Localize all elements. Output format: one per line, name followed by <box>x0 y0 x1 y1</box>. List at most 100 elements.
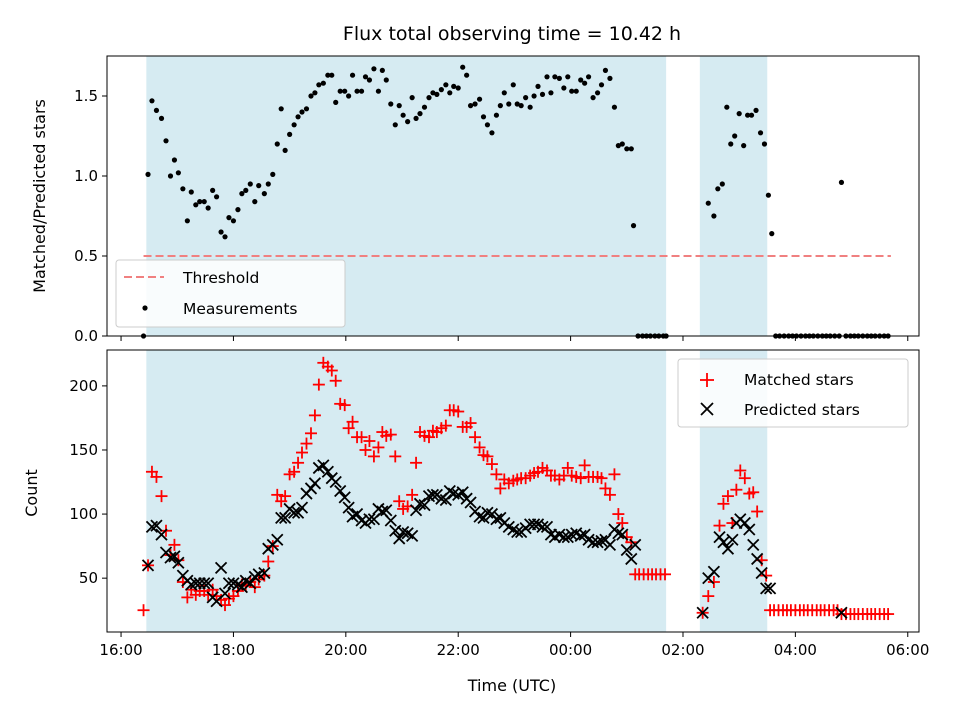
matched-star-point-125 <box>702 590 715 603</box>
legend-threshold-label: Threshold <box>182 269 259 287</box>
measurement-point-68 <box>430 90 436 96</box>
measurement-point-79 <box>476 96 483 102</box>
measurement-point-41 <box>316 82 322 88</box>
measurement-point-98 <box>556 75 562 81</box>
legend-predicted-swatch <box>700 402 714 416</box>
predicted-star-point-125 <box>738 516 751 530</box>
measurement-point-40 <box>312 90 318 96</box>
predicted-star-point-14 <box>202 577 215 590</box>
predicted-star-point-70 <box>439 493 452 507</box>
measurement-point-110 <box>607 75 613 81</box>
predicted-star-point-56 <box>380 504 393 517</box>
predicted-star-point-91 <box>527 518 541 531</box>
predicted-star-point-94 <box>540 520 554 534</box>
measurement-point-92 <box>531 93 537 99</box>
matched-star-point-167 <box>882 608 895 621</box>
measurement-point-84 <box>497 103 503 109</box>
matched-star-point-58 <box>384 428 397 441</box>
predicted-star-point-60 <box>397 525 410 539</box>
bottom-panel: 50 100 150 200 16:00 18:00 20:00 22:00 00:00 02:… <box>22 349 929 695</box>
predicted-star-point-45 <box>334 484 347 498</box>
chart-title: Flux total observing time = 10.42 h <box>343 23 681 45</box>
measurement-point-125 <box>705 200 711 206</box>
measurement-point-93 <box>535 83 541 89</box>
measurement-point-18 <box>218 229 224 235</box>
measurement-point-62 <box>405 119 411 125</box>
measurement-point-137 <box>757 130 764 136</box>
matched-star-point-135 <box>747 486 760 499</box>
predicted-star-point-102 <box>574 529 587 543</box>
measurement-point-91 <box>527 104 533 110</box>
measurement-point-34 <box>287 131 293 137</box>
predicted-star-point-128 <box>751 552 764 566</box>
measurement-point-49 <box>349 72 356 78</box>
bottom-x-tick-label-1: 18:00 <box>212 641 255 659</box>
measurement-point-26 <box>252 199 258 205</box>
bottom-series <box>137 356 895 621</box>
matched-star-point-53 <box>363 435 376 448</box>
bottom-plot-frame <box>106 349 920 633</box>
measurement-point-53 <box>366 77 373 83</box>
bottom-shaded-interval-0 <box>146 350 667 632</box>
measurement-point-134 <box>745 112 751 118</box>
measurement-point-104 <box>582 80 588 86</box>
measurement-point-38 <box>303 106 310 112</box>
matched-star-point-37 <box>295 446 308 459</box>
predicted-star-point-1 <box>145 520 159 534</box>
measurement-point-36 <box>295 114 301 120</box>
measurement-point-116 <box>630 223 637 229</box>
measurement-point-48 <box>346 93 352 99</box>
matched-star-point-63 <box>406 488 419 501</box>
measurement-point-87 <box>510 82 516 88</box>
measurement-point-96 <box>548 90 554 96</box>
matched-star-point-133 <box>738 472 751 485</box>
measurement-point-102 <box>573 88 579 94</box>
predicted-star-point-121 <box>721 542 735 555</box>
top-y-tick-label-2: 1.0 <box>74 167 98 185</box>
measurement-point-5 <box>163 138 169 144</box>
measurement-point-67 <box>426 95 432 101</box>
measurement-point-129 <box>724 104 730 110</box>
predicted-star-point-62 <box>405 529 419 543</box>
measurement-point-16 <box>210 187 216 193</box>
matched-star-point-44 <box>325 364 338 377</box>
matched-star-point-71 <box>439 419 452 432</box>
measurement-point-17 <box>213 194 220 200</box>
measurement-point-83 <box>493 112 500 118</box>
measurement-point-71 <box>443 82 449 88</box>
measurement-point-133 <box>741 143 747 149</box>
legend-matched-swatch <box>700 373 714 387</box>
measurement-point-46 <box>337 88 343 94</box>
predicted-star-point-113 <box>620 543 633 557</box>
measurement-point-136 <box>753 107 759 113</box>
matched-star-point-67 <box>422 431 435 444</box>
measurement-point-70 <box>438 87 444 93</box>
measurement-point-11 <box>188 189 194 195</box>
predicted-star-point-59 <box>393 532 406 545</box>
measurement-point-97 <box>552 74 558 80</box>
top-y-tick-label-3: 1.5 <box>74 87 98 105</box>
measurement-point-43 <box>325 72 331 78</box>
measurement-point-108 <box>598 82 605 88</box>
measurement-point-112 <box>615 143 621 149</box>
predicted-star-point-42 <box>321 465 334 478</box>
predicted-star-point-129 <box>755 566 768 580</box>
predicted-star-point-44 <box>329 475 342 489</box>
legend-measurements-swatch <box>142 305 148 311</box>
top-y-tick-label-0: 0.0 <box>74 327 98 345</box>
predicted-star-point-109 <box>603 538 617 551</box>
predicted-star-point-41 <box>317 459 330 472</box>
measurement-point-3 <box>153 107 160 113</box>
predicted-star-point-22 <box>235 580 249 594</box>
predicted-star-point-131 <box>763 582 777 595</box>
predicted-star-point-127 <box>747 538 760 551</box>
predicted-star-point-82 <box>490 513 503 526</box>
bottom-legend: Matched stars Predicted stars <box>677 358 909 428</box>
bottom-legend-box <box>677 358 909 428</box>
matched-star-point-110 <box>603 488 616 501</box>
measurement-point-60 <box>396 103 402 109</box>
measurement-point-99 <box>561 85 567 91</box>
predicted-star-point-112 <box>616 528 629 541</box>
measurement-point-105 <box>585 74 592 80</box>
